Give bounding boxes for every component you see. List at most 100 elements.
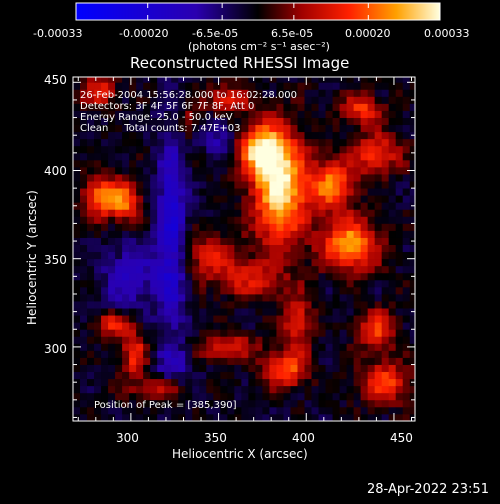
heatmap-cell [73,336,81,344]
heatmap-cell [353,272,362,281]
heatmap-cell [143,82,151,90]
heatmap-cell [87,258,95,267]
heatmap-cell [192,124,200,133]
heatmap-cell [297,371,305,380]
x-tick-label: 300 [116,431,139,445]
heatmap-cell [129,357,137,365]
heatmap-cell [346,216,355,224]
heatmap-cell [143,131,151,140]
heatmap-cell [276,202,284,210]
heatmap-cell [192,308,200,316]
heatmap-cell [248,308,256,316]
heatmap-cell [360,145,369,154]
colorbar-frame [75,2,441,21]
heatmap-cell [73,265,81,274]
heatmap-cell [73,322,81,330]
heatmap-cell [339,216,347,224]
heatmap-cell [360,350,369,358]
heatmap-cell [192,195,200,203]
heatmap-cell [402,103,411,111]
heatmap-cell [332,244,340,253]
heatmap-cell [325,272,333,281]
heatmap-cell [269,195,277,203]
heatmap-cell [374,188,383,196]
heatmap-cell [402,159,411,168]
heatmap-cell [241,364,249,373]
heatmap-cell [395,216,404,224]
heatmap-cell [332,272,340,281]
heatmap-cell [143,138,151,147]
heatmap-cell [143,166,151,175]
heatmap-cell [402,286,411,295]
heatmap-cell [248,392,256,401]
heatmap-cell [150,251,158,260]
heatmap-cell [304,293,312,302]
heatmap-cell [220,357,228,365]
heatmap-cell [248,315,256,323]
heatmap-cell [360,159,369,168]
heatmap-cell [276,152,284,161]
heatmap-cell [360,244,369,253]
heatmap-cell [129,244,137,253]
heatmap-cell [108,103,116,111]
heatmap-cell [395,322,404,330]
heatmap-cell [178,124,186,133]
heatmap-cell [255,202,263,210]
heatmap-cell [122,244,130,253]
heatmap-cell [276,181,284,189]
heatmap-cell [87,237,95,245]
heatmap-cell [409,230,415,238]
heatmap-cell [269,138,277,147]
heatmap-cell [255,272,263,281]
heatmap-cell [136,103,144,111]
heatmap-cell [332,315,340,323]
heatmap-cell [304,166,312,175]
heatmap-cell [297,322,305,330]
heatmap-cell [206,216,214,224]
heatmap-cell [388,138,397,147]
heatmap-cell [192,378,200,387]
heatmap-cell [234,166,242,175]
heatmap-cell [87,322,95,330]
heatmap-cell [164,272,172,281]
heatmap-cell [395,138,404,147]
heatmap-cell [290,82,298,90]
heatmap-cell [381,251,390,260]
heatmap-cell [255,336,263,344]
heatmap-cell [213,188,221,196]
heatmap-cell [178,237,186,245]
heatmap-cell [402,315,411,323]
heatmap-cell [360,216,369,224]
colorbar: -0.00033 -0.00020 -6.5e-05 6.5e-05 0.000… [33,2,470,53]
heatmap-cell [101,237,109,245]
heatmap-cell [276,293,284,302]
heatmap-cell [276,286,284,295]
heatmap-cell [213,216,221,224]
heatmap-image [73,77,415,421]
heatmap-cell [185,195,193,203]
heatmap-cell [297,195,305,203]
heatmap-cell [227,378,235,387]
heatmap-cell [325,385,333,394]
heatmap-cell [143,103,151,111]
heatmap-cell [283,138,291,147]
heatmap-cell [220,124,228,133]
heatmap-cell [220,399,228,408]
heatmap-cell [346,343,355,351]
heatmap-cell [220,315,228,323]
heatmap-cell [227,209,235,217]
heatmap-cell [346,159,355,168]
heatmap-cell [80,385,88,394]
heatmap-cell [136,138,144,147]
heatmap-cell [178,82,186,90]
heatmap-cell [206,103,214,111]
heatmap-cell [381,308,390,316]
heatmap-cell [297,244,305,253]
heatmap-cell [409,322,415,330]
heatmap-cell [339,77,347,83]
heatmap-cell [122,131,130,140]
heatmap-cell [290,385,298,394]
heatmap-cell [290,223,298,231]
annotation-energy: Energy Range: 25.0 - 50.0 keV [80,112,233,123]
heatmap-cell [290,77,298,83]
